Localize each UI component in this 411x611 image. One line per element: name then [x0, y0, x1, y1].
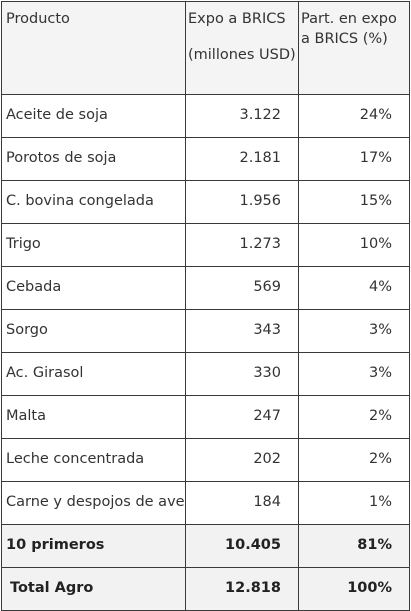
- cell-share: 2%: [298, 395, 410, 439]
- grand-total-row: Total Agro 12.818 100%: [1, 567, 410, 611]
- cell-expo: 247: [185, 395, 299, 439]
- cell-product: C. bovina congelada: [1, 180, 186, 224]
- cell-expo: 3.122: [185, 94, 299, 138]
- table-row: Trigo 1.273 10%: [1, 223, 410, 267]
- table-row: Carne y despojos de ave 184 1%: [1, 481, 410, 525]
- cell-share: 15%: [298, 180, 410, 224]
- cell-expo: 184: [185, 481, 299, 525]
- cell-share: 100%: [298, 567, 410, 611]
- cell-expo: 10.405: [185, 524, 299, 568]
- table-row: C. bovina congelada 1.956 15%: [1, 180, 410, 224]
- header-row: Producto Expo a BRICS (millones USD) Par…: [1, 1, 410, 95]
- cell-product: Malta: [1, 395, 186, 439]
- cell-expo: 569: [185, 266, 299, 310]
- cell-product: Total Agro: [1, 567, 186, 611]
- cell-share: 1%: [298, 481, 410, 525]
- cell-share: 3%: [298, 352, 410, 396]
- cell-expo: 202: [185, 438, 299, 482]
- header-product: Producto: [1, 1, 186, 95]
- cell-expo: 343: [185, 309, 299, 353]
- header-share-label: Part. en expo a BRICS (%): [301, 11, 397, 47]
- cell-share: 17%: [298, 137, 410, 181]
- table-row: Sorgo 343 3%: [1, 309, 410, 353]
- cell-share: 2%: [298, 438, 410, 482]
- cell-product: Leche concentrada: [1, 438, 186, 482]
- cell-product: 10 primeros: [1, 524, 186, 568]
- cell-product: Trigo: [1, 223, 186, 267]
- header-expo-line1: Expo a BRICS: [188, 11, 286, 27]
- table-row: Aceite de soja 3.122 24%: [1, 94, 410, 138]
- cell-share: 81%: [298, 524, 410, 568]
- cell-product: Cebada: [1, 266, 186, 310]
- subtotal-row: 10 primeros 10.405 81%: [1, 524, 410, 568]
- cell-product: Ac. Girasol: [1, 352, 186, 396]
- header-product-label: Producto: [6, 11, 70, 27]
- table-row: Cebada 569 4%: [1, 266, 410, 310]
- header-expo: Expo a BRICS (millones USD): [185, 1, 299, 95]
- cell-product: Sorgo: [1, 309, 186, 353]
- cell-share: 10%: [298, 223, 410, 267]
- table-row: Porotos de soja 2.181 17%: [1, 137, 410, 181]
- cell-product: Porotos de soja: [1, 137, 186, 181]
- cell-share: 24%: [298, 94, 410, 138]
- table-row: Leche concentrada 202 2%: [1, 438, 410, 482]
- cell-expo: 330: [185, 352, 299, 396]
- header-share: Part. en expo a BRICS (%): [298, 1, 410, 95]
- cell-expo: 1.956: [185, 180, 299, 224]
- cell-share: 4%: [298, 266, 410, 310]
- cell-product: Aceite de soja: [1, 94, 186, 138]
- cell-product: Carne y despojos de ave: [1, 481, 186, 525]
- table-row: Ac. Girasol 330 3%: [1, 352, 410, 396]
- header-expo-line2: (millones USD): [188, 46, 296, 63]
- cell-expo: 2.181: [185, 137, 299, 181]
- table-row: Malta 247 2%: [1, 395, 410, 439]
- cell-expo: 1.273: [185, 223, 299, 267]
- cell-share: 3%: [298, 309, 410, 353]
- cell-expo: 12.818: [185, 567, 299, 611]
